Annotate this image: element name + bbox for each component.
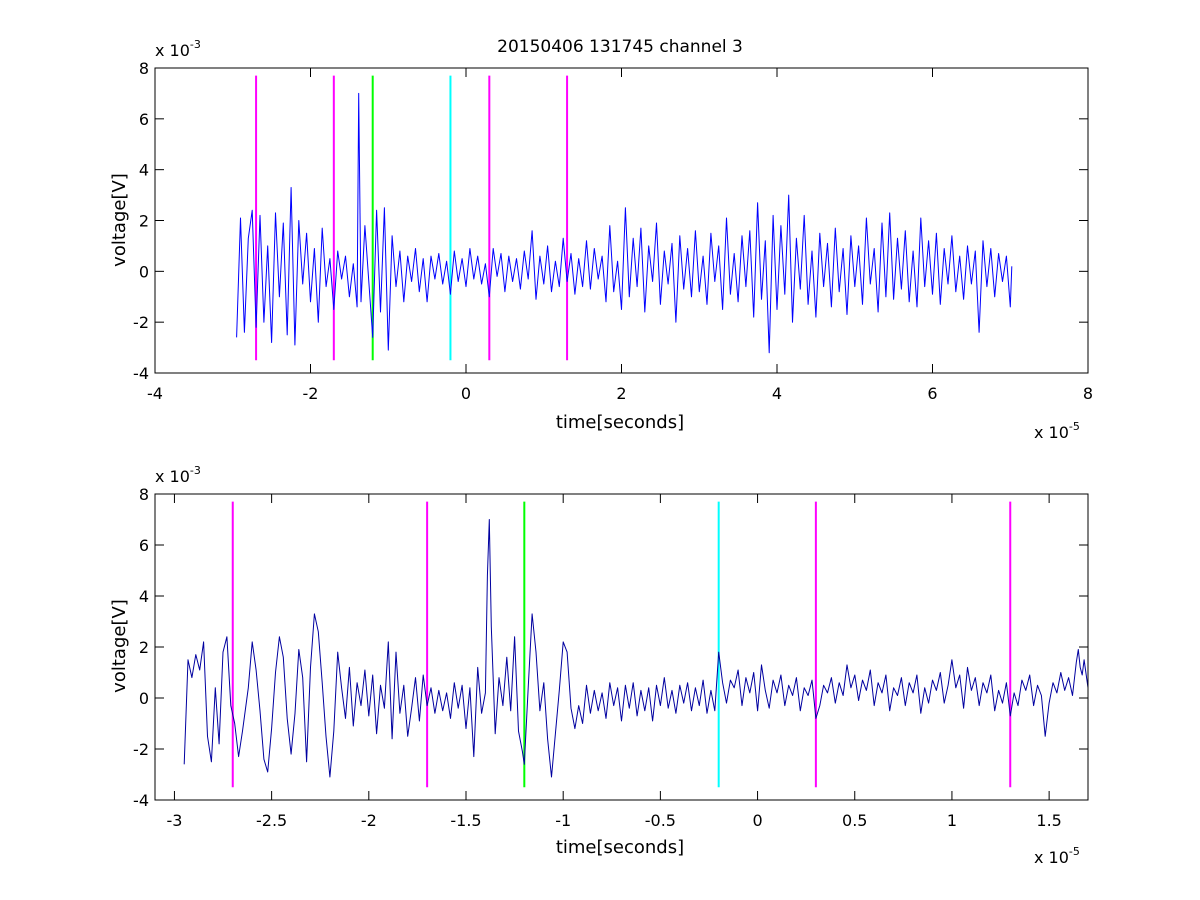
bottom-plot-x-exponent: x 10-5	[1034, 845, 1080, 867]
bottom-plot-x-axis-label: time[seconds]	[556, 837, 684, 858]
bottom-plot-x-tick-label: 0.5	[842, 811, 867, 830]
top-plot-x-tick-label: -4	[147, 384, 163, 403]
bottom-plot-x-tick-label: -2	[361, 811, 377, 830]
bottom-plot-y-exponent: x 10-3	[155, 464, 201, 486]
bottom-plot-axes-box	[154, 493, 1089, 801]
top-plot-x-tick-label: 4	[772, 384, 782, 403]
bottom-plot-signal	[183, 519, 1089, 778]
bottom-plot-x-ticks: -3 -2.5 -2 -1.5 -1 -0.5 0 0.5 1 1.5	[166, 494, 1062, 830]
top-plot-y-exponent: x 10-3	[155, 38, 201, 60]
top-plot-x-tick-label: -2	[303, 384, 319, 403]
bottom-plot-signal-line-0	[183, 519, 1089, 778]
bottom-plot-x-tick-label: -0.5	[645, 811, 676, 830]
bottom-plot-y-tick-label: -2	[133, 740, 149, 759]
top-plot-y-tick-label: 4	[139, 161, 149, 180]
bottom-plot-x-tick-label: -1.5	[450, 811, 481, 830]
top-plot-y-tick-label: 0	[139, 262, 149, 281]
top-plot-x-exponent: x 10-5	[1034, 420, 1080, 442]
top-plot-signal	[236, 92, 1013, 354]
top-plot-x-tick-label: 6	[927, 384, 937, 403]
top-plot-signal-line-0	[236, 92, 1013, 354]
top-plot-y-tick-label: -2	[133, 313, 149, 332]
bottom-plot-x-tick-label: -3	[166, 811, 182, 830]
top-plot-x-tick-label: 2	[616, 384, 626, 403]
bottom-plot: -3 -2.5 -2 -1.5 -1 -0.5 0 0.5 1 1.5 -4 -2 0 2 4 6 8 tim…	[109, 464, 1089, 867]
bottom-plot-y-tick-label: 4	[139, 587, 149, 606]
bottom-plot-x-tick-label: -1	[555, 811, 571, 830]
top-plot-title: 20150406 131745 channel 3	[497, 37, 743, 57]
top-plot-y-axis-label: voltage[V]	[109, 173, 130, 267]
bottom-plot-x-tick-label: 1	[947, 811, 957, 830]
top-plot-y-tick-label: 2	[139, 212, 149, 231]
bottom-plot-x-tick-label: -2.5	[256, 811, 287, 830]
top-plot-x-tick-label: 8	[1083, 384, 1093, 403]
top-plot-y-ticks: -4 -2 0 2 4 6 8	[133, 59, 1088, 383]
top-plot: 20150406 131745 channel 3 -4 -2 0 2 4 6 8 -4 -2…	[109, 37, 1093, 442]
top-plot-x-tick-label: 0	[461, 384, 471, 403]
bottom-plot-y-axis-label: voltage[V]	[109, 599, 130, 693]
top-plot-y-tick-label: 6	[139, 110, 149, 129]
top-plot-y-tick-label: 8	[139, 59, 149, 78]
bottom-plot-event-markers	[231, 501, 1012, 788]
top-plot-y-tick-label: -4	[133, 364, 149, 383]
bottom-plot-y-ticks: -4 -2 0 2 4 6 8	[133, 485, 1088, 810]
bottom-plot-y-tick-label: 8	[139, 485, 149, 504]
bottom-plot-y-tick-label: 2	[139, 638, 149, 657]
bottom-plot-x-tick-label: 0	[752, 811, 762, 830]
top-plot-x-axis-label: time[seconds]	[556, 412, 684, 433]
bottom-plot-y-tick-label: 6	[139, 536, 149, 555]
top-plot-event-markers	[255, 75, 569, 361]
top-plot-x-ticks: -4 -2 0 2 4 6 8	[147, 68, 1093, 403]
bottom-plot-y-tick-label: 0	[139, 689, 149, 708]
bottom-plot-x-tick-label: 1.5	[1036, 811, 1061, 830]
bottom-plot-y-tick-label: -4	[133, 791, 149, 810]
